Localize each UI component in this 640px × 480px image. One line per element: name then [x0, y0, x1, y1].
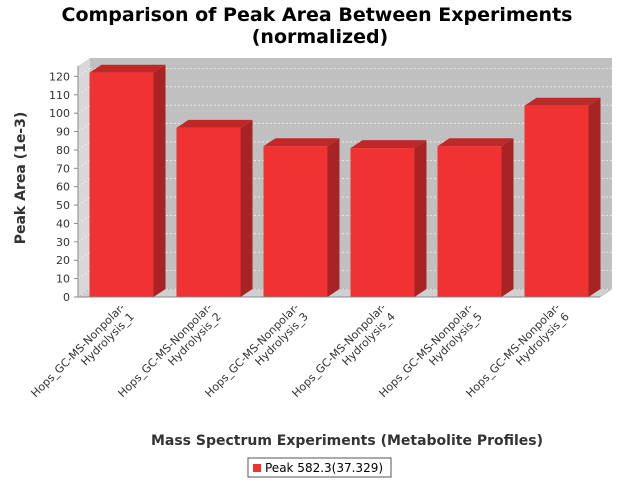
y-tick-label: 70 — [56, 162, 70, 175]
bar — [524, 97, 601, 297]
legend-swatch — [253, 464, 261, 472]
y-tick-label: 0 — [63, 291, 70, 304]
bar-side — [327, 138, 340, 297]
y-tick-label: 20 — [56, 254, 70, 267]
grid-line-side — [77, 251, 91, 261]
grid-line-side — [77, 104, 91, 114]
bar — [176, 119, 253, 297]
bar — [263, 138, 340, 297]
y-tick-label: 100 — [49, 107, 70, 120]
grid-line-side — [77, 215, 91, 224]
grid-line-side — [77, 196, 91, 206]
grid-line-side — [77, 68, 91, 77]
legend: Peak 582.3(37.329) — [247, 457, 392, 478]
y-axis: 0 10 20 30 40 50 60 70 80 90 100 110 120 — [49, 66, 79, 304]
bar-top — [89, 64, 166, 73]
bar-top — [176, 119, 253, 128]
chart-title-line2: (normalized) — [252, 26, 389, 48]
y-tick-label: 110 — [49, 89, 70, 102]
bar-side — [588, 97, 601, 297]
grid-line-side — [77, 141, 91, 151]
grid-line-side — [77, 160, 91, 169]
y-tick-label: 40 — [56, 217, 70, 230]
x-tick-label-line: Hops_GC-MS-Nonpolar- — [29, 301, 128, 400]
bar-front — [350, 148, 415, 297]
bar-side — [240, 119, 253, 297]
bar-side — [501, 138, 514, 297]
y-tick-label: 60 — [56, 181, 70, 194]
bar-top — [263, 138, 340, 147]
y-tick-label: 80 — [56, 144, 70, 157]
x-axis: Hops_GC-MS-Nonpolar-Hydrolysis_1Hops_GC-… — [29, 296, 600, 400]
bar-top — [350, 140, 427, 149]
bar-front — [89, 72, 154, 297]
bar-front — [437, 146, 502, 297]
bar-side — [153, 64, 166, 297]
bar — [350, 140, 427, 297]
chart-title-line1: Comparison of Peak Area Between Experime… — [62, 4, 573, 26]
y-axis-label: Peak Area (1e-3) — [13, 112, 29, 245]
grid-line-side — [77, 178, 91, 187]
y-tick-label: 90 — [56, 126, 70, 139]
y-tick-label: 10 — [56, 273, 70, 286]
x-axis-label: Mass Spectrum Experiments (Metabolite Pr… — [151, 433, 543, 449]
plot-side-wall — [78, 58, 90, 297]
bar-top — [437, 138, 514, 147]
bar-front — [263, 146, 328, 297]
grid-line-side — [77, 86, 91, 96]
y-tick-label: 120 — [49, 70, 70, 83]
bar-front — [524, 105, 589, 297]
bar-front — [176, 127, 241, 297]
bar — [89, 64, 166, 297]
grid-line-side — [77, 270, 91, 279]
grid-line-side — [77, 123, 91, 132]
bar — [437, 138, 514, 297]
grid-line-side — [77, 288, 91, 298]
legend-label: Peak 582.3(37.329) — [265, 461, 383, 475]
y-tick-label: 50 — [56, 199, 70, 212]
bars — [89, 64, 601, 297]
grid-line-side — [77, 233, 91, 243]
bar-top — [524, 97, 601, 106]
bar-side — [414, 140, 427, 297]
y-tick-label: 30 — [56, 236, 70, 249]
